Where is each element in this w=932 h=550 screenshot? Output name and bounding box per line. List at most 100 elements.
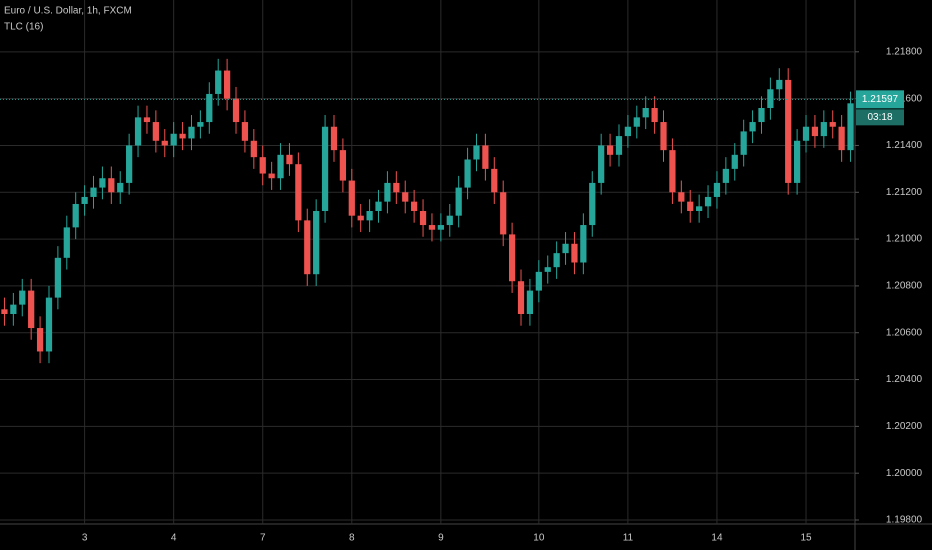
candle-body xyxy=(517,281,525,314)
candle-body xyxy=(704,196,712,207)
y-tick-label: 1.20000 xyxy=(886,468,923,479)
candle-body xyxy=(500,192,507,235)
candle-body xyxy=(606,145,614,155)
candle-body xyxy=(250,140,257,158)
y-tick-label: 1.20400 xyxy=(886,374,923,385)
candle-body xyxy=(330,126,338,151)
candle-body xyxy=(152,122,159,141)
y-tick-label: 1.21800 xyxy=(886,46,923,57)
x-tick-label: 4 xyxy=(171,533,177,544)
candle-body xyxy=(633,117,640,127)
y-tick-label: 1.21200 xyxy=(886,187,923,198)
candle-body xyxy=(402,192,409,202)
candle-body xyxy=(829,122,836,127)
indicator-label: TLC (16) xyxy=(4,22,43,33)
candle-body xyxy=(767,89,774,108)
candle-body xyxy=(108,178,115,193)
candle-body xyxy=(455,187,462,216)
candle-body xyxy=(660,122,667,151)
candle-body xyxy=(206,93,213,123)
candle-body xyxy=(1,309,8,314)
candle-body xyxy=(419,211,427,226)
x-tick-label: 14 xyxy=(711,533,723,544)
last-price-label: 1.21597 xyxy=(862,94,899,105)
candle-body xyxy=(589,182,596,226)
y-tick-label: 1.21600 xyxy=(886,93,923,104)
candle-body xyxy=(482,145,489,169)
last-price-badge xyxy=(856,90,904,109)
x-tick-label: 11 xyxy=(623,533,634,544)
candle-body xyxy=(820,122,827,137)
candle-body xyxy=(63,227,70,258)
plot-area xyxy=(0,0,855,524)
candle-body xyxy=(161,140,168,146)
candle-body xyxy=(624,126,632,137)
y-tick-label: 1.21400 xyxy=(886,140,923,151)
candle-body xyxy=(598,145,605,183)
x-tick-label: 8 xyxy=(349,533,355,544)
candle-body xyxy=(678,192,685,202)
candle-body xyxy=(847,103,854,151)
chart-title: Euro / U.S. Dollar, 1h, FXCM xyxy=(4,6,132,17)
candle-body xyxy=(232,98,240,123)
candle-body xyxy=(491,168,498,193)
candle-body xyxy=(375,201,382,211)
candle-body xyxy=(339,150,347,181)
candle-body xyxy=(749,122,756,132)
candle-body xyxy=(241,122,249,141)
candle-body xyxy=(437,225,444,230)
candle-body xyxy=(785,79,792,183)
candle-body xyxy=(802,126,810,141)
x-tick-label: 3 xyxy=(82,533,88,544)
candle-body xyxy=(143,117,151,123)
x-tick-label: 7 xyxy=(260,533,266,544)
y-tick-label: 1.20800 xyxy=(886,281,923,292)
candle-body xyxy=(215,70,222,94)
candle-body xyxy=(722,168,729,183)
candle-body xyxy=(295,164,302,221)
candle-body xyxy=(446,215,453,226)
candle-body xyxy=(526,290,534,314)
x-tick-label: 10 xyxy=(533,533,545,544)
candle-body xyxy=(776,79,783,90)
candle-body xyxy=(54,257,62,298)
candle-body xyxy=(36,328,44,352)
candle-body xyxy=(428,225,436,230)
candle-body xyxy=(321,126,329,211)
candle-body xyxy=(45,297,53,352)
candle-body xyxy=(740,131,747,155)
candle-body xyxy=(687,201,694,211)
candle-body xyxy=(188,126,195,139)
candle-body xyxy=(580,225,587,263)
candle-body xyxy=(72,203,79,228)
candle-body xyxy=(126,145,133,183)
candle-body xyxy=(223,70,231,99)
y-tick-label: 1.21000 xyxy=(886,234,923,245)
candle-body xyxy=(10,304,17,314)
candle-body xyxy=(197,122,204,127)
candle-body xyxy=(179,133,186,139)
candle-body xyxy=(348,180,355,216)
candle-body xyxy=(117,182,124,193)
candle-body xyxy=(713,182,721,197)
candle-body xyxy=(28,290,35,329)
countdown-badge xyxy=(856,109,904,126)
candle-body xyxy=(571,243,578,263)
candle-body xyxy=(277,154,284,179)
candle-body xyxy=(313,211,320,275)
candle-body xyxy=(473,145,480,160)
candle-body xyxy=(758,108,765,123)
candle-body xyxy=(535,271,542,291)
candle-body xyxy=(411,201,418,211)
candle-body xyxy=(838,126,845,151)
candle-body xyxy=(793,140,801,183)
candle-body xyxy=(562,243,569,254)
candle-body xyxy=(90,187,97,197)
candle-body xyxy=(19,290,26,305)
candle-body xyxy=(615,136,623,155)
candle-body xyxy=(81,196,88,204)
candle-body xyxy=(669,150,676,193)
countdown-label: 03:18 xyxy=(867,112,892,123)
